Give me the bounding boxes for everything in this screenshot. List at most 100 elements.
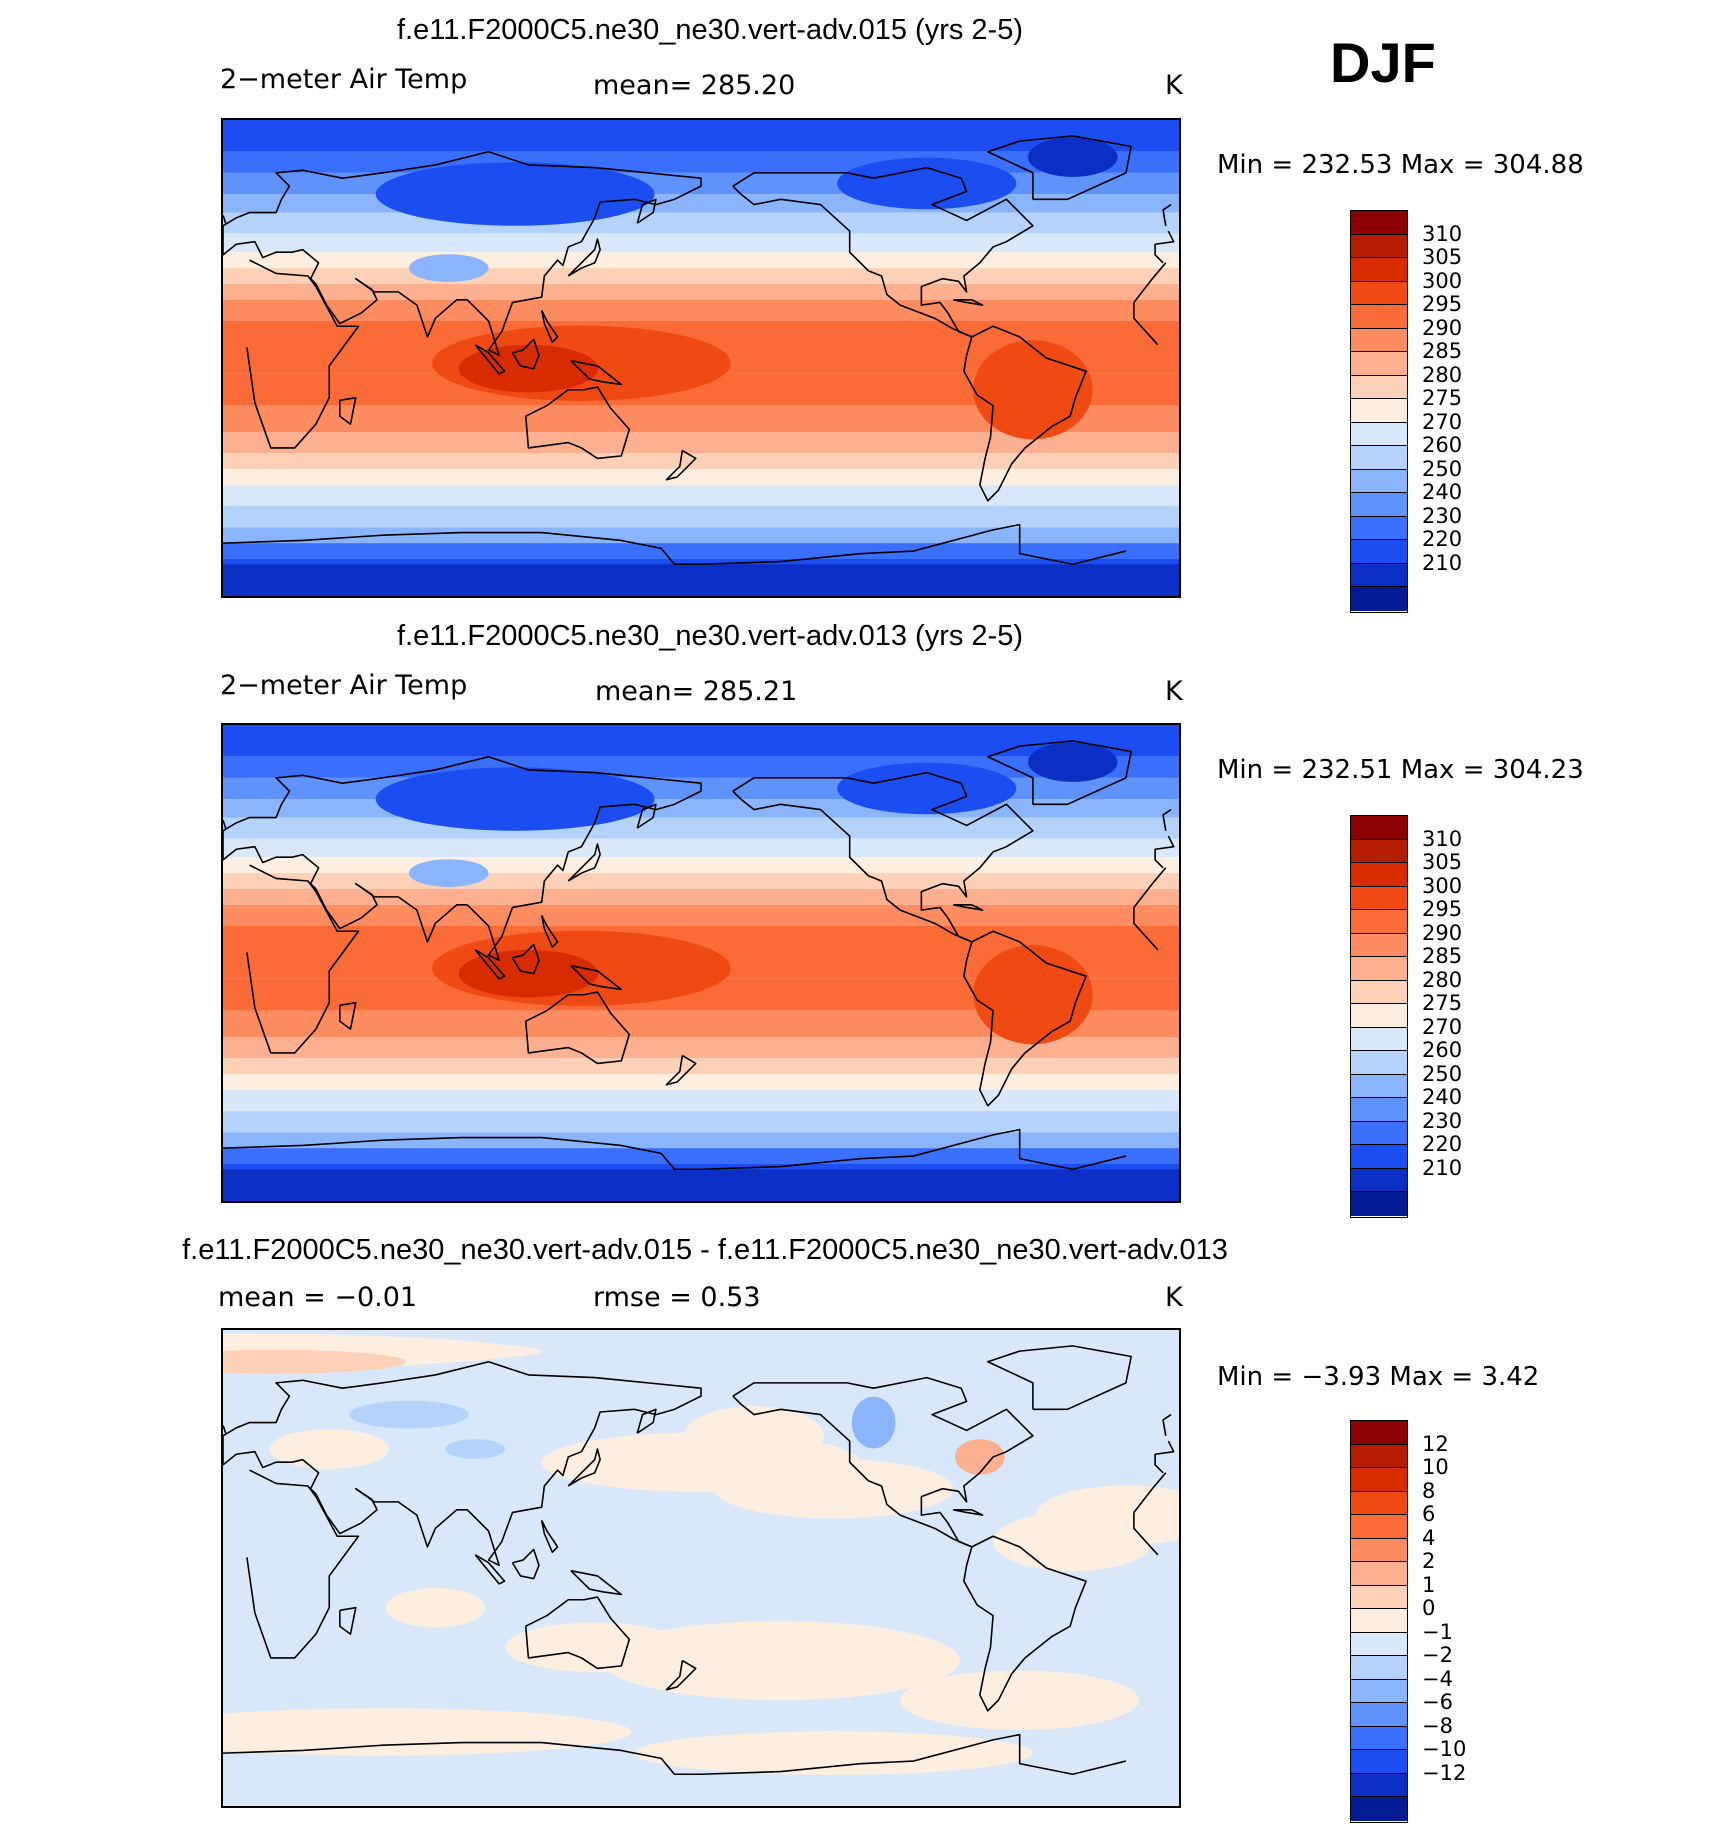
- temperature-band: [223, 725, 1179, 757]
- east-us-warm-anomaly: [954, 1439, 1005, 1475]
- panel-1-map: [221, 118, 1181, 598]
- positive-anomaly: [993, 1511, 1153, 1572]
- coastline: [987, 1345, 1132, 1411]
- positive-anomaly: [269, 1429, 389, 1469]
- colorbar-tick-label: 295: [1422, 897, 1463, 921]
- colorbar-tick-label: 0: [1422, 1596, 1436, 1620]
- eurasia-cold-anomaly: [349, 1400, 469, 1429]
- coastline: [963, 1535, 1087, 1712]
- positive-anomaly: [223, 1708, 632, 1756]
- colorbar-box: [1351, 1444, 1407, 1468]
- coastline: [339, 1001, 357, 1030]
- colorbar-tick-label: 2: [1422, 1549, 1436, 1573]
- positive-anomaly: [634, 1731, 1033, 1775]
- positive-anomaly: [714, 1458, 954, 1519]
- coastline: [223, 1136, 701, 1171]
- colorbar-tick-label: 250: [1422, 1061, 1463, 1086]
- panel-2-variable-label: 2−meter Air Temp: [220, 670, 468, 701]
- colorbar-box: [1351, 563, 1407, 587]
- temperature-band: [223, 453, 1179, 470]
- panel-1-units: K: [1165, 70, 1183, 101]
- colorbar-tick-label: 4: [1422, 1525, 1436, 1550]
- panel-3-minmax: Min = −3.93 Max = 3.42: [1217, 1362, 1540, 1392]
- colorbar-box: [1351, 1679, 1407, 1703]
- warm-pool-core: [458, 344, 599, 393]
- temperature-band: [223, 527, 1179, 544]
- colorbar-box: [1351, 957, 1407, 981]
- coastline: [223, 1360, 702, 1567]
- greenland-cold: [1027, 742, 1118, 782]
- colorbar-box: [1351, 234, 1407, 258]
- colorbar-box: [1351, 1098, 1407, 1122]
- panel-1-mean-label: mean= 285.20: [593, 70, 796, 101]
- colorbar-tick-label: 305: [1422, 245, 1463, 269]
- colorbar-box: [1351, 516, 1407, 540]
- colorbar-box: [1351, 1726, 1407, 1750]
- temperature-band: [223, 212, 1179, 234]
- colorbar-box: [1351, 493, 1407, 517]
- siberia-cold: [375, 162, 655, 226]
- temperature-band: [223, 1132, 1179, 1149]
- colorbar-tick-label: 285: [1422, 339, 1463, 363]
- coastline: [636, 803, 657, 829]
- coastline: [665, 1054, 697, 1086]
- temperature-band: [223, 506, 1179, 528]
- panel-1-title: f.e11.F2000C5.ne30_ne30.vert-adv.015 (yr…: [396, 14, 1024, 46]
- colorbar-tick-label: 280: [1422, 967, 1463, 992]
- colorbar-box: [1351, 1773, 1407, 1797]
- colorbar-tick-label: 300: [1422, 873, 1463, 898]
- siberia-cold: [375, 767, 655, 831]
- colorbar-box: [1351, 281, 1407, 305]
- panel-2-minmax: Min = 232.51 Max = 304.23: [1217, 755, 1584, 785]
- colorbar-box: [1351, 980, 1407, 1004]
- colorbar-tick-label: 295: [1422, 292, 1463, 316]
- temperature-band: [223, 817, 1179, 839]
- coastline: [339, 396, 357, 425]
- colorbar-tick-label: 1: [1422, 1572, 1436, 1597]
- temperature-band: [223, 904, 1179, 926]
- colorbar-box: [1351, 1168, 1407, 1192]
- colorbar-tick-label: 310: [1422, 826, 1463, 851]
- colorbar-tick-label: 275: [1422, 386, 1463, 410]
- coastline: [223, 1741, 701, 1776]
- map-canvas: [223, 725, 1179, 1201]
- temperature-band: [223, 1111, 1179, 1133]
- colorbar-box: [1351, 587, 1407, 611]
- coastline: [223, 808, 1172, 831]
- coastline: [474, 344, 506, 375]
- temperature-band: [223, 857, 1179, 874]
- coastline: [953, 1508, 984, 1516]
- colorbar-tick-label: 300: [1422, 268, 1463, 293]
- coastline: [987, 135, 1132, 201]
- colorbar-box: [1351, 1585, 1407, 1609]
- coastline: [524, 386, 631, 460]
- positive-anomaly: [900, 1670, 1140, 1730]
- panel-3-title: f.e11.F2000C5.ne30_ne30.vert-adv.015 - f…: [182, 1234, 1228, 1266]
- panel-1-minmax: Min = 232.53 Max = 304.88: [1217, 150, 1584, 180]
- temperature-band: [223, 299, 1179, 321]
- coastline: [474, 949, 506, 980]
- temperature-band: [223, 799, 1179, 818]
- coastline: [223, 203, 1172, 226]
- colorbar-tick-label: −2: [1422, 1643, 1453, 1667]
- coastline: [665, 449, 697, 481]
- temperature-band: [223, 283, 1179, 300]
- colorbar-tick-label: 275: [1422, 991, 1463, 1015]
- panel-3-colorbar: [1350, 1420, 1408, 1823]
- coastline: [963, 930, 1087, 1107]
- colorbar-box: [1351, 1468, 1407, 1492]
- colorbar-box: [1351, 816, 1407, 840]
- panel-1-variable-label: 2−meter Air Temp: [220, 64, 468, 95]
- temperature-band: [223, 194, 1179, 213]
- coastline: [511, 1548, 540, 1580]
- coastline: [987, 740, 1132, 806]
- colorbar-box: [1351, 540, 1407, 564]
- colorbar-box: [1351, 1491, 1407, 1515]
- panel-3-mean-label: mean = −0.01: [218, 1282, 418, 1313]
- colorbar-box: [1351, 446, 1407, 470]
- colorbar-box: [1351, 1074, 1407, 1098]
- coastline: [953, 298, 984, 306]
- colorbar-tick-label: 8: [1422, 1478, 1436, 1503]
- temperature-band: [223, 432, 1179, 454]
- colorbar-tick-label: 290: [1422, 920, 1463, 945]
